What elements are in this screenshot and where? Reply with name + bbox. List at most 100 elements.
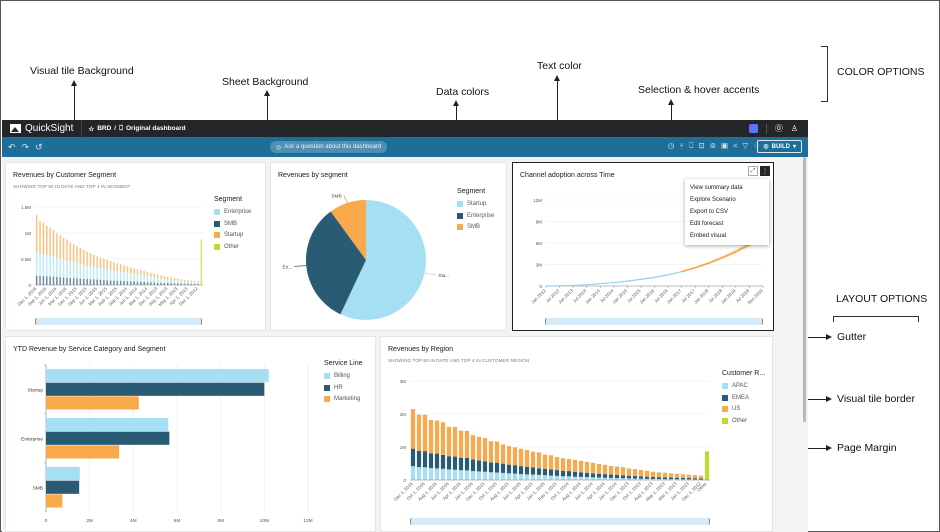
legend-label: Enterprise	[224, 209, 252, 215]
quicksight-logo-icon	[10, 124, 21, 133]
bar-segment	[572, 471, 578, 477]
legend-item[interactable]: Enterprise	[457, 212, 494, 219]
bar-segment	[103, 280, 105, 285]
bar-segment	[416, 414, 422, 451]
reset-icon[interactable]: ↺	[35, 141, 43, 152]
branch-icon[interactable]: ⑂	[679, 141, 684, 150]
arrow-icon	[826, 396, 832, 402]
quicksight-logo[interactable]: QuickSight	[2, 120, 83, 137]
help-icon[interactable]: ⓪	[774, 124, 783, 133]
ask-question-input[interactable]: ◎ Ask a question about this dashboard	[270, 141, 388, 153]
bar-segment	[76, 246, 78, 264]
filter-icon[interactable]: ▽	[742, 141, 749, 150]
legend-item[interactable]: Billing	[324, 373, 363, 379]
chart-scrollbar[interactable]	[410, 518, 710, 525]
bar-segment	[146, 272, 149, 277]
bar-segment	[512, 447, 518, 466]
y-tick-label: 6M	[536, 241, 543, 246]
bar-segment	[512, 465, 518, 474]
save-icon[interactable]: ▣	[721, 141, 729, 150]
legend-item[interactable]: HR	[324, 384, 363, 391]
page-scrollbar-thumb[interactable]	[803, 157, 806, 422]
share-icon[interactable]: <	[733, 141, 738, 150]
bar-segment	[428, 453, 434, 469]
tile-revenues-by-customer-segment[interactable]: Revenues by Customer Segment SHOWING TOP…	[5, 162, 266, 331]
download-icon[interactable]: ⊡	[698, 141, 705, 150]
expand-icon[interactable]: ⤢	[748, 166, 758, 176]
arrow-icon	[554, 75, 560, 81]
bar-segment	[133, 281, 135, 285]
x-tick-label: Jan 2015	[611, 288, 628, 305]
legend-swatch	[457, 201, 463, 207]
legend-item[interactable]: Other	[214, 243, 251, 250]
breadcrumb: ☆ BRD / ⎕ Original dashboard	[82, 125, 185, 133]
bar	[46, 467, 80, 481]
x-tick-label: Jan 2014	[584, 288, 601, 305]
bar-segment	[434, 453, 440, 469]
menu-item[interactable]: Embed visual	[690, 233, 727, 239]
menu-item[interactable]: View summary data	[690, 185, 743, 191]
legend-swatch	[722, 383, 728, 389]
undo-icon[interactable]: ↶	[8, 141, 16, 152]
legend-item[interactable]: Startup	[214, 232, 251, 238]
menu-item[interactable]: Edit forecast	[690, 221, 724, 227]
bar-segment	[113, 270, 115, 281]
user-icon[interactable]: ♙	[790, 124, 798, 133]
page-scrollbar[interactable]	[802, 157, 808, 532]
bar-segment	[698, 478, 704, 480]
tile-channel-adoption[interactable]: Channel adoption across Time 0 3M 6M 9M 12M J…	[512, 162, 774, 331]
redo-icon[interactable]: ↷	[21, 141, 30, 152]
bar-segment	[96, 279, 98, 285]
legend-item[interactable]: EMEA	[722, 394, 765, 401]
star-icon[interactable]: ☆	[88, 125, 95, 133]
dataset-icon[interactable]: ⊜	[709, 141, 716, 150]
legend-title: Service Line	[324, 360, 363, 367]
y-tick-label: 9M	[536, 220, 543, 225]
bar-segment	[163, 282, 166, 285]
legend-item[interactable]: US	[722, 406, 765, 412]
amazon-q-icon[interactable]	[748, 124, 758, 133]
bar-segment	[76, 263, 78, 279]
bar-segment	[150, 276, 152, 283]
menu-item[interactable]: Explore Scenario	[690, 197, 736, 203]
build-button[interactable]: ◎ BUILD ▾	[757, 140, 802, 153]
bar-segment	[93, 266, 95, 280]
tile-title: Revenues by segment	[278, 172, 348, 179]
menu-item[interactable]: Export to CSV	[690, 209, 729, 215]
dashboard-name[interactable]: Original dashboard	[126, 125, 186, 132]
more-options-icon[interactable]: ⋮	[760, 166, 770, 176]
alert-icon[interactable]: ♢	[753, 141, 760, 150]
legend-item[interactable]: SMB	[214, 220, 251, 227]
bar-segment	[470, 435, 476, 460]
annotation-sheet-background: Sheet Background	[222, 76, 309, 88]
bar-segment	[476, 460, 482, 472]
legend-item[interactable]: APAC	[722, 383, 765, 389]
annotation-data-colors: Data colors	[436, 86, 490, 98]
bar-segment	[662, 477, 668, 480]
legend-item[interactable]: Startup	[457, 201, 494, 207]
bar-segment	[650, 476, 656, 479]
legend-item[interactable]: Other	[722, 417, 765, 424]
schedule-icon[interactable]: ◷	[667, 141, 675, 150]
legend-item[interactable]: Enterprise	[214, 209, 251, 215]
bar-segment	[130, 273, 132, 282]
chart-scrollbar[interactable]	[35, 318, 202, 325]
tile-revenues-by-segment[interactable]: Revenues by segment Sta... En... SMB Segme…	[270, 162, 507, 331]
bar-segment	[680, 474, 686, 478]
breadcrumb-folder[interactable]: BRD	[97, 125, 112, 132]
tile-revenues-by-region[interactable]: Revenues by Region SHOWING TOP 50 IN DAT…	[380, 336, 773, 532]
bar-segment	[52, 256, 55, 277]
chart-scrollbar[interactable]	[545, 318, 763, 325]
legend-item[interactable]: Marketing	[324, 396, 363, 402]
bar-segment	[109, 270, 112, 281]
bar-segment	[608, 466, 614, 475]
bar-segment	[644, 478, 650, 480]
bar-segment	[440, 468, 446, 480]
tile-ytd-revenue[interactable]: YTD Revenue by Service Category and Segm…	[5, 336, 376, 532]
bar-segment	[35, 214, 38, 253]
legend-item[interactable]: SMB	[457, 224, 494, 230]
bookmark-icon[interactable]: ⎕	[688, 141, 694, 150]
bar-segment	[548, 455, 554, 470]
legend-swatch	[214, 220, 220, 227]
